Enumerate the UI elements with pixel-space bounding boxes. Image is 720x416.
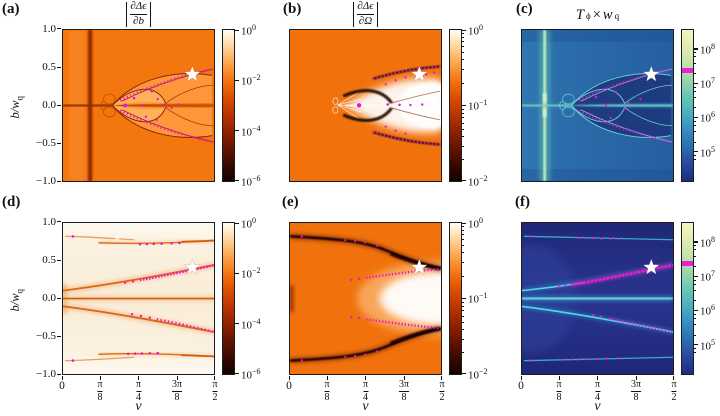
panel-label-f: (f)	[515, 194, 530, 210]
abs-bar-icon	[149, 1, 151, 27]
y-tickmark	[57, 336, 61, 338]
y-axis-label-bottom: b/wq	[7, 288, 25, 312]
x-tick: 3π 8	[630, 379, 642, 403]
x-axis-label-d: ν	[135, 399, 142, 414]
heatmap-c	[522, 30, 673, 181]
x-tick: 0	[286, 380, 292, 392]
abs-bar-icon	[126, 1, 128, 27]
title-c-T: T	[575, 7, 584, 23]
heatmap-panel-e	[289, 222, 442, 375]
y-tick: 0.0	[42, 99, 56, 111]
y-tick: 0.5	[42, 61, 56, 73]
colorbar-e: 100 10−1 10−2	[449, 217, 488, 381]
colorbar-c-gradient	[681, 29, 694, 182]
y-tickmark	[57, 374, 61, 376]
x-tick: 0	[59, 380, 65, 392]
y-tick: 1.0	[42, 216, 56, 228]
heatmap-f	[522, 223, 673, 374]
colorbar-b-gradient	[449, 29, 462, 182]
title-b-den: ∂Ω	[358, 14, 373, 27]
moth-head-a	[100, 93, 116, 118]
y-tickmark	[57, 143, 61, 145]
title-c-w: w	[602, 7, 613, 23]
y-tick: 0.5	[42, 254, 56, 266]
colorbar-a-gradient	[222, 29, 235, 182]
x-axis-label-f: ν	[594, 399, 601, 414]
title-c-wsub: q	[614, 10, 620, 21]
heatmap-panel-b	[289, 29, 442, 182]
heatmap-a	[63, 30, 214, 181]
y-tick: 0.0	[42, 292, 56, 304]
abs-bar-icon	[376, 1, 378, 27]
colorbar-c: 108 107 106 105	[681, 29, 715, 182]
magenta-branch-a	[119, 67, 214, 144]
y-tick: −1.0	[36, 175, 56, 187]
colorbar-c-magenta-marker	[682, 68, 693, 73]
colorbar-f: 108 107 106 105	[681, 222, 715, 375]
panel-label-d: (d)	[2, 194, 21, 210]
heatmap-panel-f	[521, 222, 674, 375]
colorbar-f-magenta-marker	[682, 261, 693, 266]
title-a-num: ∂Δϵ	[130, 0, 147, 12]
colorbar-f-gradient	[681, 222, 694, 375]
magenta-branch-e	[300, 235, 441, 362]
x-tick: 0	[518, 380, 524, 392]
heatmap-e	[290, 223, 441, 374]
panel-label-a: (a)	[2, 1, 20, 17]
heatmap-panel-c	[521, 29, 674, 182]
x-tick: 3π 8	[171, 379, 183, 403]
abs-bar-icon	[353, 1, 355, 27]
y-tickmark	[57, 67, 61, 69]
y-tick: 1.0	[42, 23, 56, 35]
magenta-branch-b	[356, 65, 441, 146]
heatmap-b	[290, 30, 441, 181]
heatmap-panel-a	[62, 29, 215, 182]
y-tickmark	[57, 181, 61, 183]
title-a-den: ∂b	[133, 14, 144, 27]
colorbar-d: 100 10−2 10−4 10−6	[222, 217, 261, 381]
magenta-branch-c	[578, 67, 673, 144]
magenta-branch-f	[529, 235, 673, 362]
title-a: ∂Δϵ ∂b	[62, 0, 215, 27]
panel-label-b: (b)	[283, 1, 302, 17]
colorbar-d-gradient	[222, 222, 235, 375]
heatmap-panel-d	[62, 222, 215, 375]
times-icon: ×	[592, 7, 601, 23]
title-b: ∂Δϵ ∂Ω	[289, 0, 442, 27]
y-tick: −0.5	[36, 137, 56, 149]
y-tickmark	[57, 221, 61, 223]
y-tickmark	[57, 260, 61, 262]
heatmap-d	[63, 223, 214, 374]
colorbar-a: 100 10−2 10−4 10−6	[222, 24, 261, 188]
colorbar-b: 100 10−1 10−2	[449, 24, 488, 188]
magenta-branch-d	[71, 235, 214, 362]
y-tickmark	[57, 28, 61, 30]
y-tick: −0.5	[36, 330, 56, 342]
y-axis-label-top: b/wq	[7, 95, 25, 119]
y-tickmark	[57, 298, 61, 300]
colorbar-e-gradient	[449, 222, 462, 375]
x-axis-label-e: ν	[362, 399, 369, 414]
title-c-Tsub: ϕ	[585, 10, 591, 21]
y-tick: −1.0	[36, 368, 56, 380]
x-tick: 3π 8	[398, 379, 410, 403]
y-tickmark	[57, 105, 61, 107]
panel-label-c: (c)	[516, 1, 533, 17]
title-b-num: ∂Δϵ	[357, 0, 374, 12]
panel-label-e: (e)	[282, 194, 299, 210]
